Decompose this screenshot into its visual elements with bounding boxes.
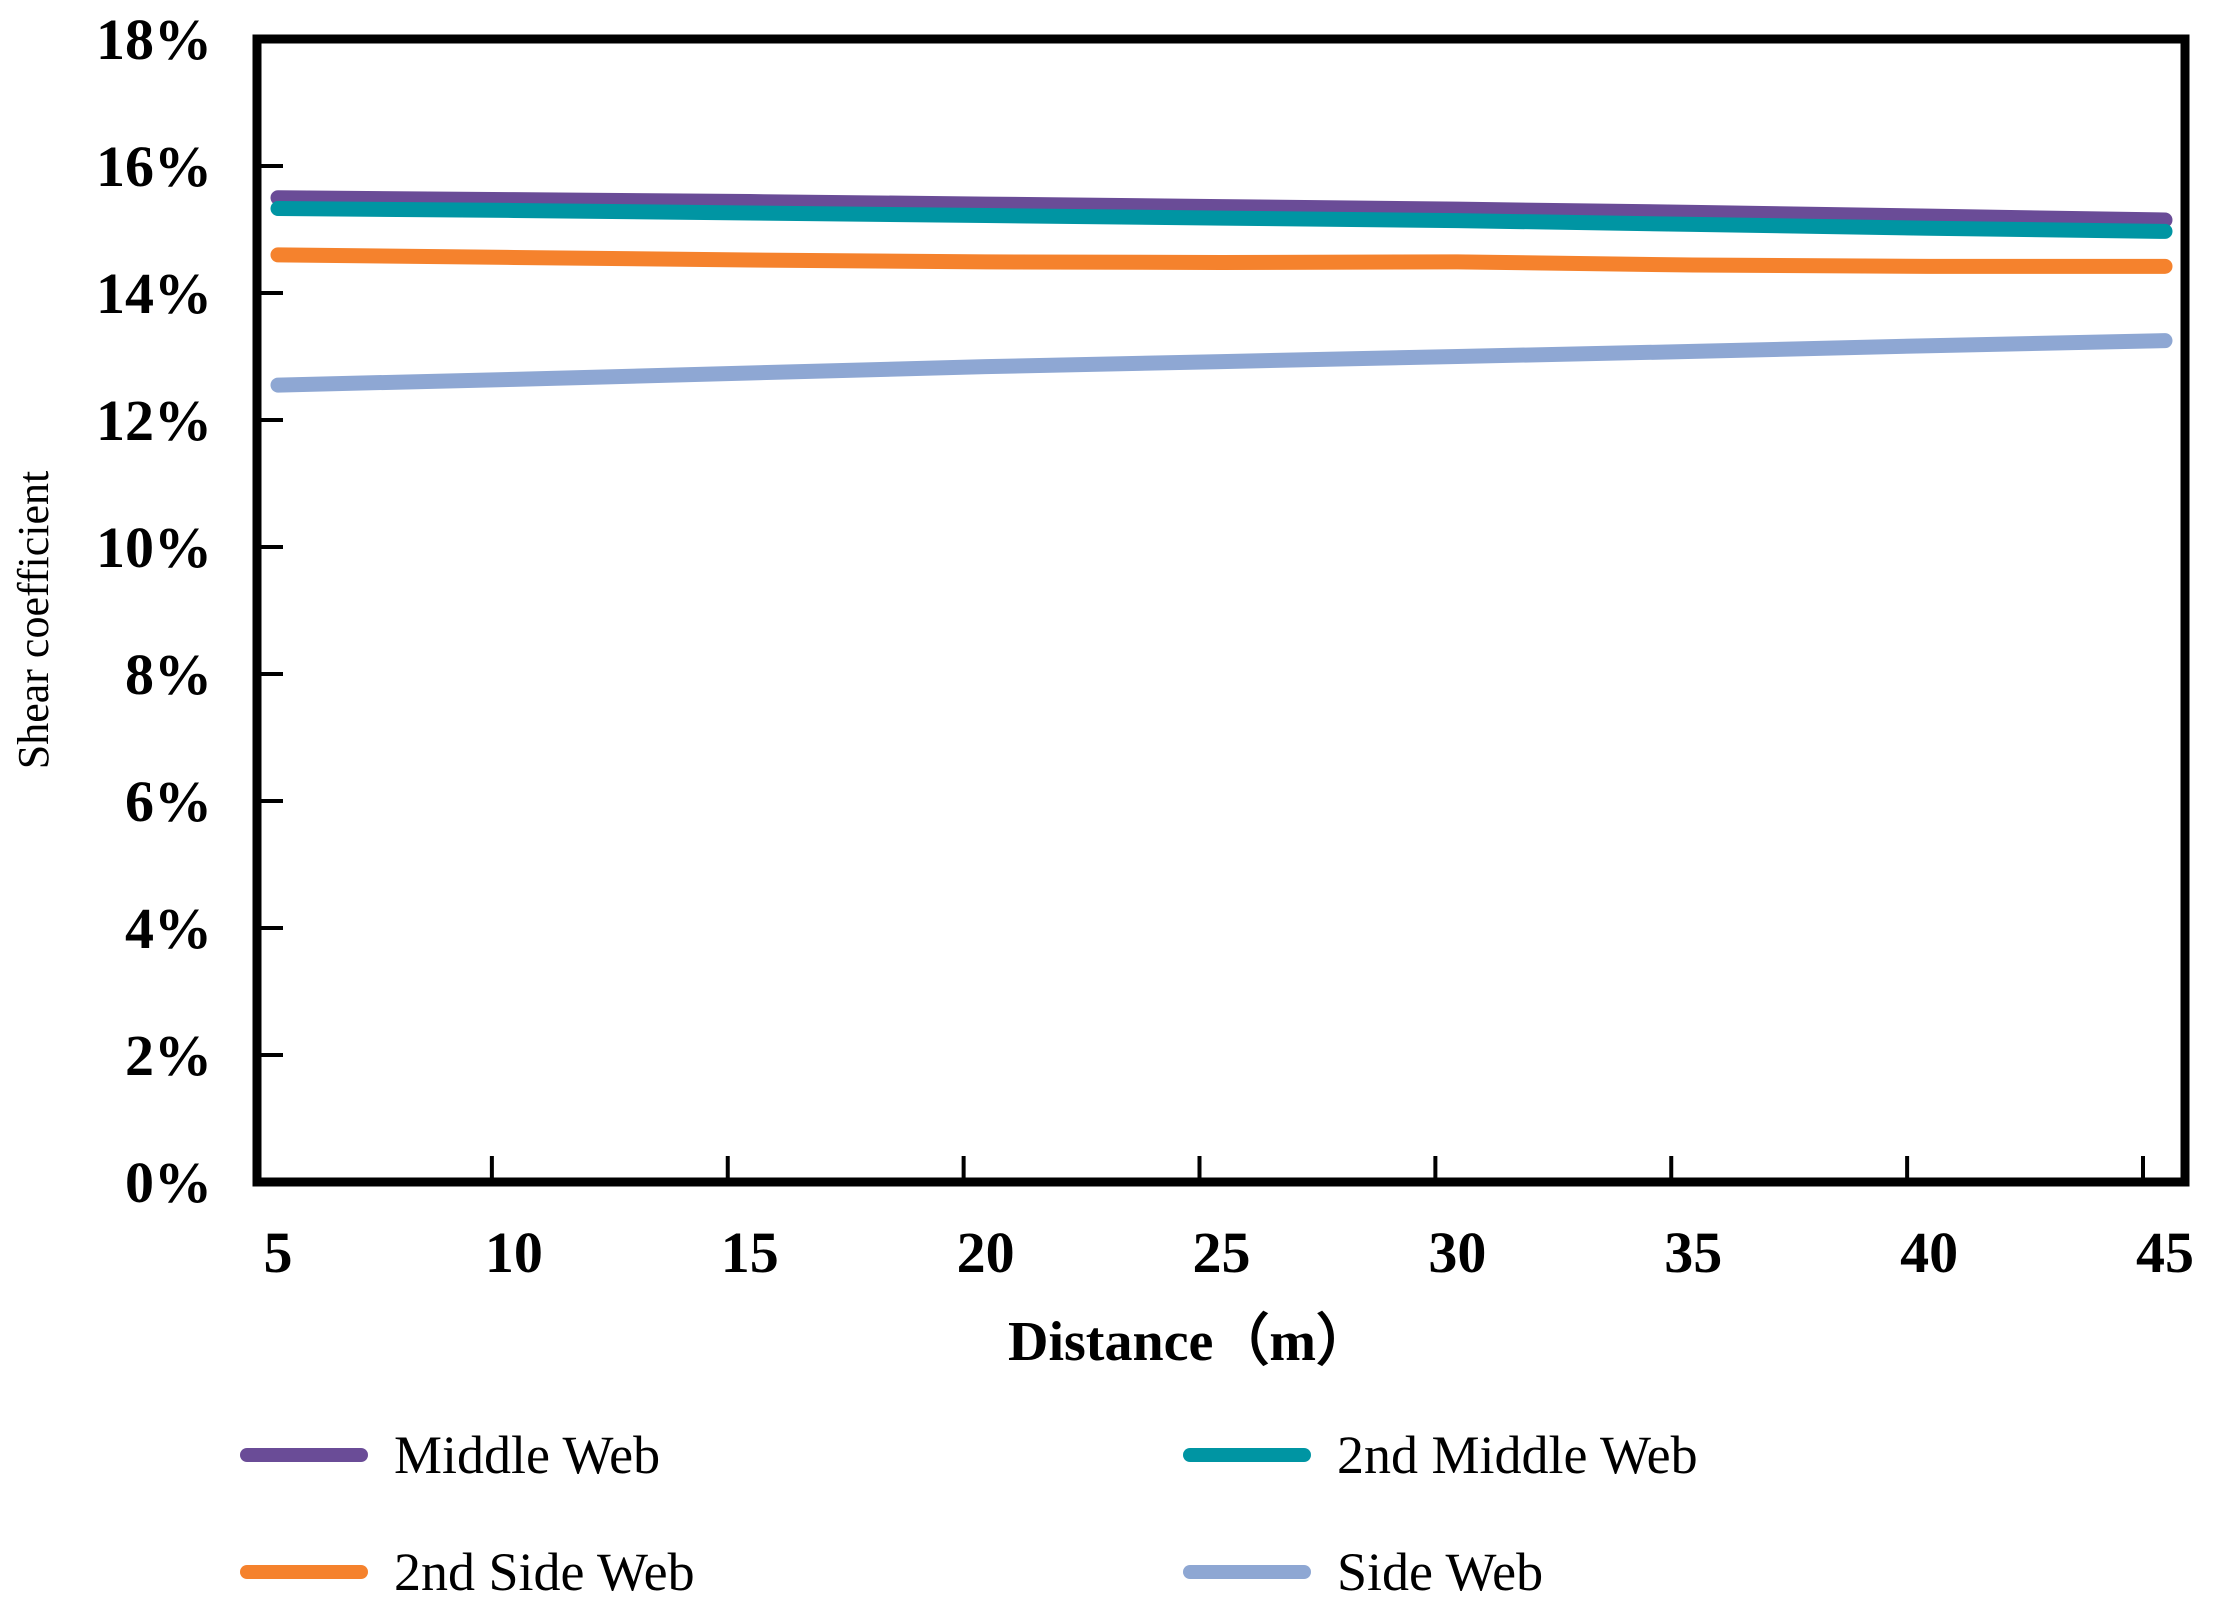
legend-item-side-web: Side Web: [1183, 1540, 1543, 1604]
legend-line-swatch-side-web: [1183, 1565, 1311, 1579]
y-tick-label: 18%: [96, 7, 212, 72]
series-line-2nd-side-web: [270, 247, 2173, 274]
series-line-side-web: [270, 333, 2173, 393]
y-tick-label: 0%: [125, 1150, 212, 1215]
x-tick-label: 20: [957, 1220, 1015, 1285]
y-tick-label: 12%: [96, 388, 212, 453]
y-tick-label: 2%: [125, 1023, 212, 1088]
x-tick-label: 45: [2136, 1220, 2194, 1285]
legend-item-2nd-side-web: 2nd Side Web: [240, 1540, 695, 1604]
y-tick-label: 6%: [125, 769, 212, 834]
legend-label: Middle Web: [394, 1425, 661, 1485]
legend-line-swatch-2nd-middle-web: [1183, 1448, 1311, 1462]
legend-line-swatch-middle-web: [240, 1448, 368, 1462]
x-axis-title: Distance（m）: [1008, 1311, 1372, 1373]
x-tick-label: 5: [264, 1220, 293, 1285]
y-tick-label: 14%: [96, 261, 212, 326]
x-tick-label: 40: [1900, 1220, 1958, 1285]
y-tick-label: 16%: [96, 134, 212, 199]
x-tick-label: 30: [1428, 1220, 1486, 1285]
x-tick-label: 15: [721, 1220, 779, 1285]
x-tick-label: 25: [1193, 1220, 1251, 1285]
series-line-middle-web: [270, 190, 2173, 228]
legend-line-swatch-2nd-side-web: [240, 1565, 368, 1579]
y-tick-label: 10%: [96, 515, 212, 580]
legend-label: Side Web: [1337, 1542, 1544, 1602]
series-line-2nd-middle-web: [270, 201, 2173, 239]
legend-label: 2nd Middle Web: [1337, 1425, 1698, 1485]
plot-border: [252, 34, 2190, 1187]
y-tick-label: 8%: [125, 642, 212, 707]
x-tick-label: 35: [1664, 1220, 1722, 1285]
x-tick-label: 10: [485, 1220, 543, 1285]
y-tick-label: 4%: [125, 896, 212, 961]
legend-item-middle-web: Middle Web: [240, 1423, 660, 1487]
y-axis-title: Shear coefficient: [9, 470, 58, 770]
legend-label: 2nd Side Web: [394, 1542, 695, 1602]
legend-item-2nd-middle-web: 2nd Middle Web: [1183, 1423, 1698, 1487]
